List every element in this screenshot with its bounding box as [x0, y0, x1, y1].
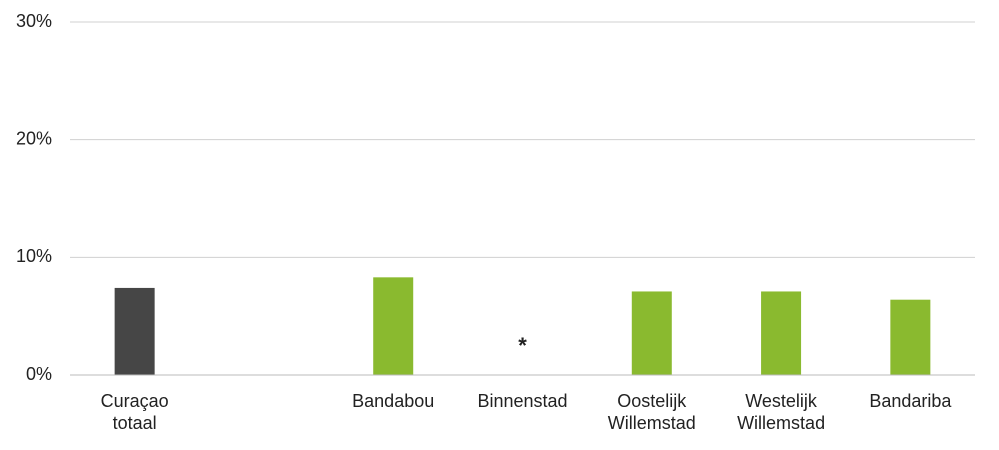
x-tick-label: Oostelijk Willemstad [608, 391, 696, 433]
x-tick-label: Bandabou [352, 391, 434, 411]
x-tick-label: Bandariba [869, 391, 952, 411]
annotation: * [518, 333, 527, 358]
bar [631, 291, 672, 375]
x-tick-label: Westelijk Willemstad [737, 391, 825, 433]
bar [761, 291, 802, 375]
x-tick-label: Curaçao totaal [101, 391, 169, 433]
bar [114, 287, 155, 375]
bar [373, 277, 414, 375]
y-tick-label: 0% [26, 364, 52, 384]
bar [890, 299, 931, 375]
x-tick-label: Binnenstad [477, 391, 567, 411]
y-tick-label: 20% [16, 128, 52, 148]
y-tick-label: 10% [16, 246, 52, 266]
y-tick-label: 30% [16, 11, 52, 31]
